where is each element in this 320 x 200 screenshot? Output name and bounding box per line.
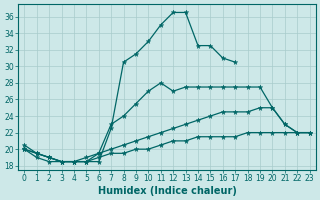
X-axis label: Humidex (Indice chaleur): Humidex (Indice chaleur) bbox=[98, 186, 236, 196]
